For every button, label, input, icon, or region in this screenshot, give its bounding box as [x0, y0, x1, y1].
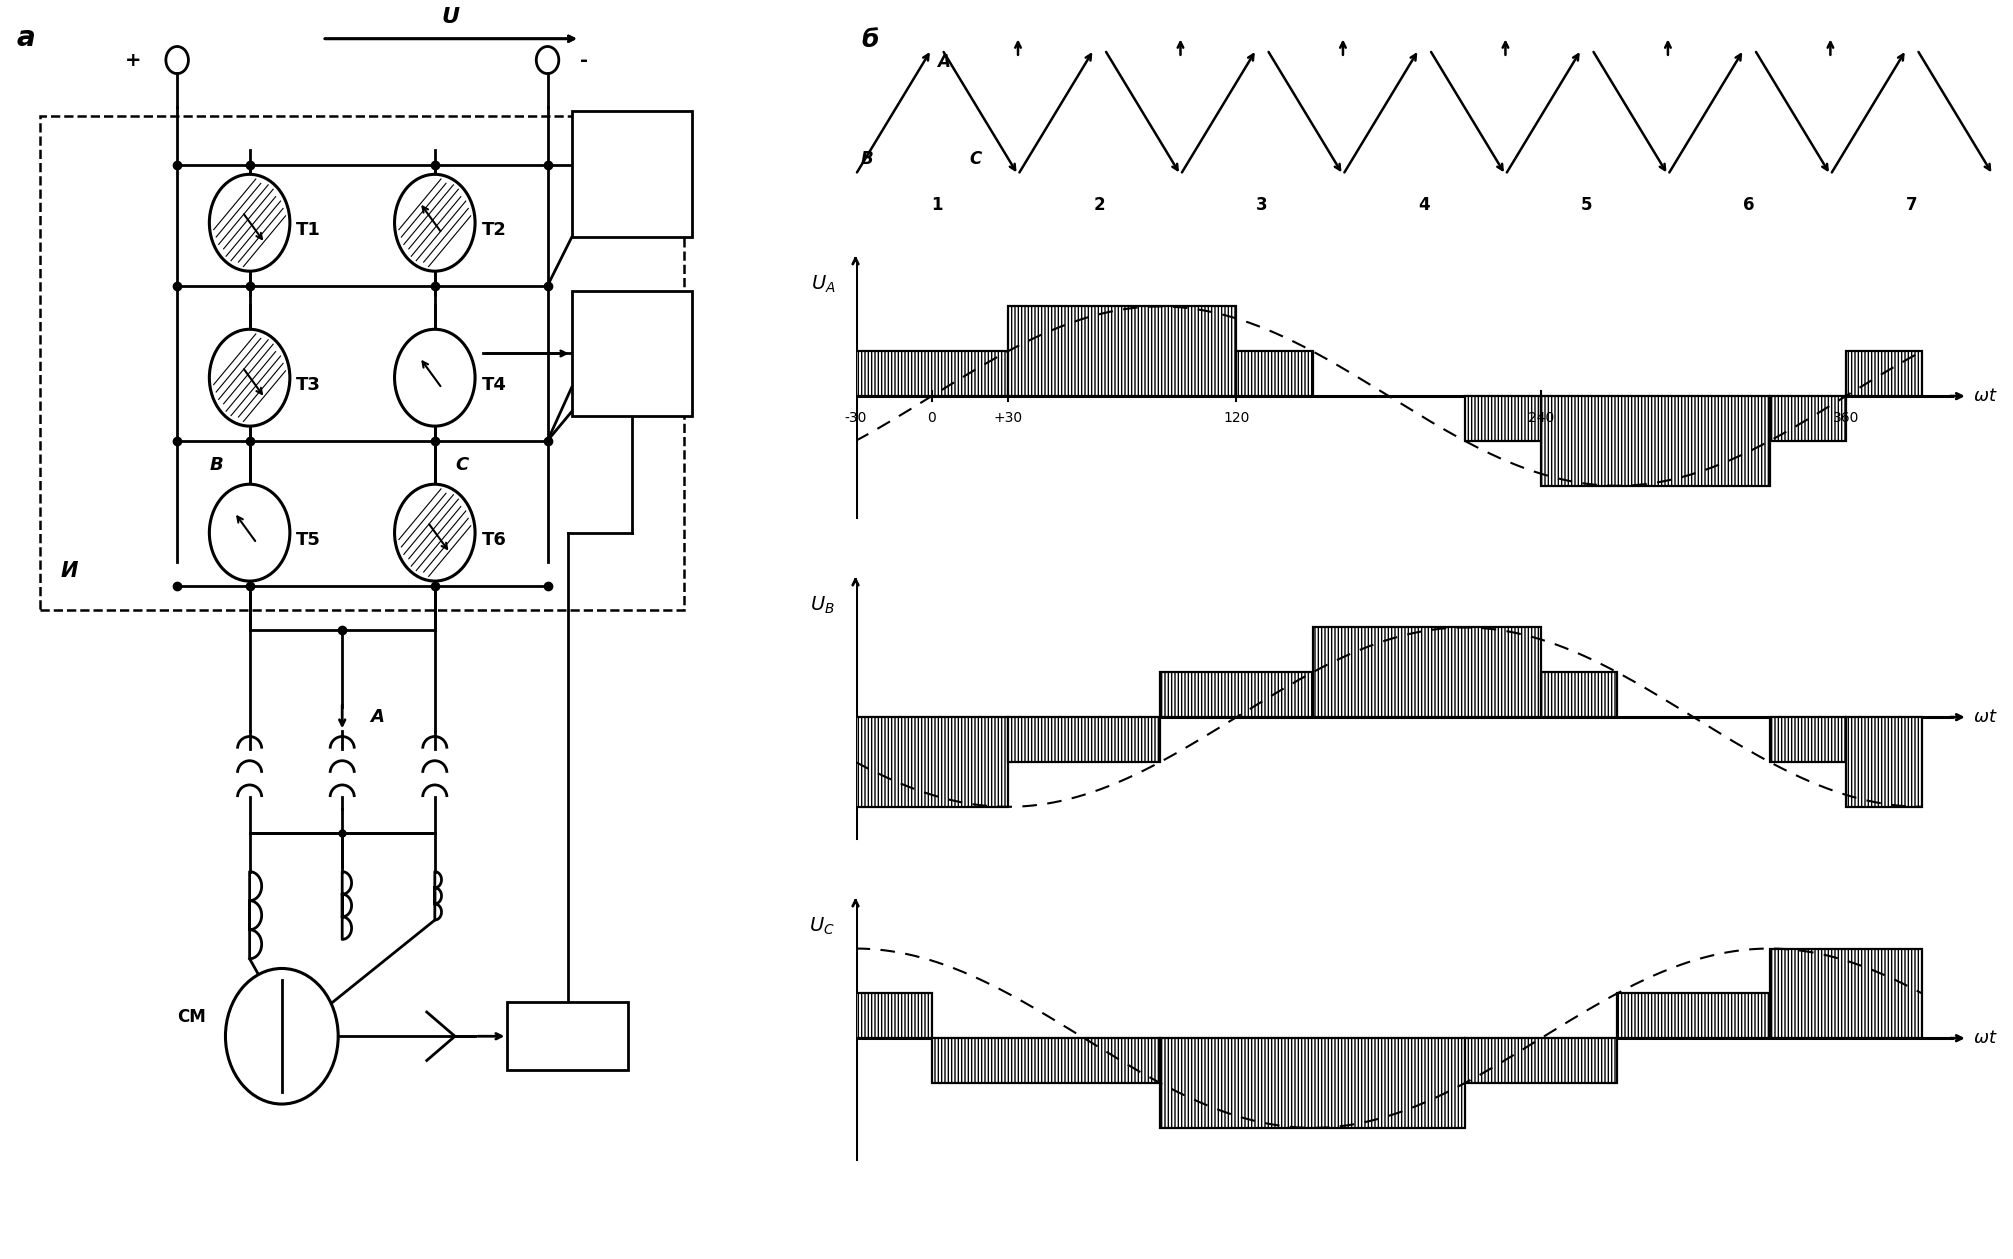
Text: 240: 240	[1528, 412, 1554, 426]
Bar	[1846, 351, 1922, 397]
Text: T5: T5	[296, 531, 322, 549]
Bar	[1846, 718, 1922, 807]
Bar	[1542, 397, 1769, 486]
Bar	[856, 718, 1009, 807]
Bar	[1542, 672, 1616, 718]
Text: T3: T3	[296, 376, 322, 394]
Text: A: A	[370, 708, 384, 725]
Bar	[1159, 672, 1312, 718]
Bar	[1009, 306, 1236, 397]
Text: B: B	[862, 150, 874, 169]
Bar	[1769, 718, 1846, 762]
Bar	[1159, 1039, 1465, 1128]
Bar	[856, 351, 1009, 397]
Text: И: И	[60, 562, 79, 582]
Bar	[932, 1039, 1159, 1083]
Circle shape	[395, 485, 475, 582]
Text: 1: 1	[932, 196, 942, 214]
Text: $U_B$: $U_B$	[811, 594, 835, 616]
Circle shape	[209, 330, 290, 426]
Text: a: a	[16, 24, 34, 52]
Text: C: C	[455, 456, 469, 473]
Text: +30: +30	[992, 412, 1023, 426]
Bar	[1542, 672, 1616, 718]
Text: ЭК: ЭК	[618, 165, 646, 184]
Text: T2: T2	[481, 222, 507, 239]
Circle shape	[209, 485, 290, 582]
Text: 2: 2	[1093, 196, 1105, 214]
Bar	[1312, 627, 1542, 718]
Text: РН: РН	[618, 345, 646, 363]
Text: T1: T1	[296, 222, 322, 239]
Text: 5: 5	[1580, 196, 1592, 214]
Bar	[1009, 718, 1159, 762]
Bar	[1769, 718, 1846, 762]
Text: ДПР: ДПР	[548, 1027, 588, 1045]
Bar	[1465, 397, 1542, 441]
Circle shape	[209, 174, 290, 271]
Bar	[1616, 993, 1769, 1039]
Bar	[1846, 718, 1922, 807]
Bar	[1769, 397, 1846, 441]
Text: A: A	[936, 53, 950, 71]
Bar	[1846, 351, 1922, 397]
Text: $U_C$: $U_C$	[809, 915, 835, 937]
Bar	[572, 111, 692, 237]
Text: СМ: СМ	[177, 1008, 205, 1026]
Bar	[1159, 1039, 1465, 1128]
Text: -30: -30	[843, 412, 868, 426]
Bar	[1616, 993, 1769, 1039]
Text: $U_A$: $U_A$	[811, 273, 835, 295]
Text: T6: T6	[481, 531, 507, 549]
Bar	[1009, 718, 1159, 762]
Text: -: -	[580, 50, 588, 69]
Text: $\omega t$: $\omega t$	[1973, 708, 1997, 726]
Text: 6: 6	[1743, 196, 1755, 214]
Bar	[1236, 351, 1312, 397]
Text: 4: 4	[1419, 196, 1429, 214]
Bar	[1465, 1039, 1616, 1083]
Text: U: U	[441, 8, 461, 28]
Bar	[856, 351, 1009, 397]
Text: 120: 120	[1224, 412, 1250, 426]
Text: +: +	[125, 50, 141, 69]
Bar	[1542, 397, 1769, 486]
Text: 360: 360	[1832, 412, 1858, 426]
Text: C: C	[970, 150, 982, 169]
Bar	[1159, 672, 1312, 718]
Bar	[40, 116, 684, 611]
Text: 7: 7	[1906, 196, 1918, 214]
Bar	[507, 1002, 628, 1070]
Bar	[1009, 306, 1236, 397]
Bar	[856, 993, 932, 1039]
Text: 0: 0	[928, 412, 936, 426]
Bar	[1312, 627, 1542, 718]
Bar	[932, 1039, 1159, 1083]
Bar	[1769, 948, 1922, 1039]
Text: $\omega t$: $\omega t$	[1973, 1029, 1997, 1047]
Text: $\omega t$: $\omega t$	[1973, 387, 1997, 405]
Bar	[1236, 351, 1312, 397]
Bar	[572, 291, 692, 417]
Bar	[856, 993, 932, 1039]
Text: T4: T4	[481, 376, 507, 394]
Circle shape	[395, 330, 475, 426]
Text: B: B	[209, 456, 223, 473]
Bar	[1769, 948, 1922, 1039]
Bar	[856, 718, 1009, 807]
Bar	[1465, 1039, 1616, 1083]
Text: S: S	[276, 1053, 288, 1068]
Text: N: N	[276, 1010, 288, 1025]
Bar	[1465, 397, 1542, 441]
Bar	[1769, 397, 1846, 441]
Text: б: б	[862, 29, 878, 53]
Circle shape	[395, 174, 475, 271]
Text: 3: 3	[1256, 196, 1268, 214]
Circle shape	[225, 968, 338, 1104]
